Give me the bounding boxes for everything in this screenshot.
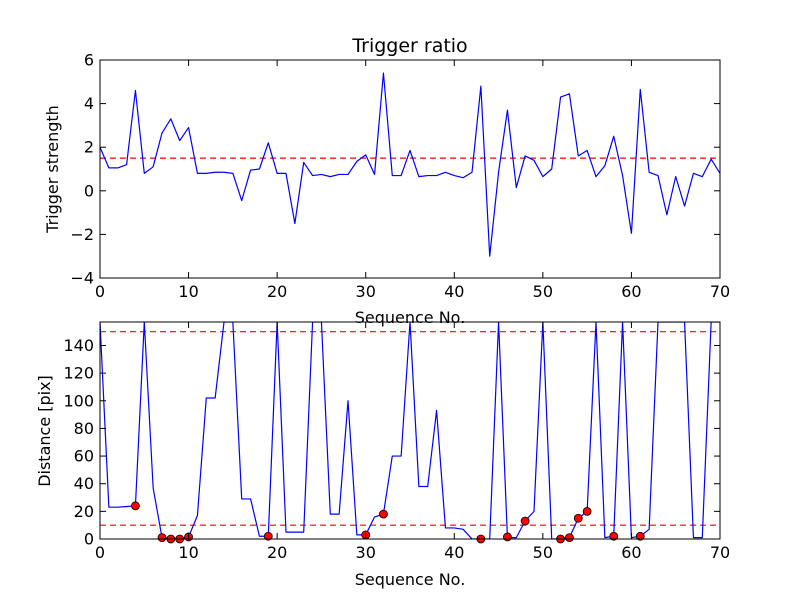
axes-frame [99,59,721,279]
y-tick-label: 120 [63,364,94,383]
x-tick-label: 70 [710,282,730,301]
x-tick-label: 60 [621,282,641,301]
y-tick-label: 80 [74,419,94,438]
x-tick-label: 10 [178,543,198,562]
y-tick-label: 60 [74,447,94,466]
y-axis-label: Trigger strength [43,105,62,234]
x-tick-label: 70 [710,543,730,562]
x-tick-label: 40 [444,282,464,301]
data-point-marker [520,516,530,526]
x-tick-label: 50 [533,282,553,301]
distance-panel: Sequence No. Distance [pix] 0 10 20 30 40 50 6… [35,321,730,589]
y-tick-label: 0 [84,530,94,549]
y-axis-label: Distance [pix] [35,375,54,487]
data-point-marker [131,501,140,511]
series-line [100,322,720,539]
x-tick-label: 60 [621,543,641,562]
y-tick-label: 2 [84,138,94,157]
chart-title: Trigger ratio [351,35,467,57]
x-tick-label: 30 [356,282,376,301]
y-tick-label: 20 [74,502,94,521]
y-tick-label: 40 [74,474,94,493]
y-tick-label: −2 [70,225,94,244]
x-axis-label: Sequence No. [355,570,466,589]
trigger-ratio-panel: Trigger ratio Sequence No. Trigger stren… [43,35,730,327]
x-tick-label: 10 [178,282,198,301]
data-point-marker [565,533,574,543]
data-point-marker [157,533,167,543]
x-tick-label: 0 [95,282,105,301]
x-tick-label: 20 [267,282,287,301]
y-tick-label: 0 [84,181,94,200]
x-tick-label: 0 [95,543,105,562]
axes-frame [99,321,721,540]
x-tick-label: 40 [444,543,464,562]
data-point-marker [635,531,645,541]
data-point-marker [503,532,512,542]
y-tick-label: 4 [84,94,94,113]
series-line [100,72,720,257]
y-tick-label: −4 [70,269,94,288]
data-point-marker [379,509,388,519]
x-tick-label: 30 [356,543,376,562]
data-point-marker [573,513,583,523]
y-tick-label: 140 [63,336,94,355]
data-point-marker [263,531,273,541]
x-tick-label: 20 [267,543,287,562]
x-tick-label: 50 [533,543,553,562]
data-point-marker [582,506,592,516]
y-tick-label: 100 [63,391,94,410]
data-point-marker [609,531,619,541]
y-tick-label: 6 [84,51,94,70]
